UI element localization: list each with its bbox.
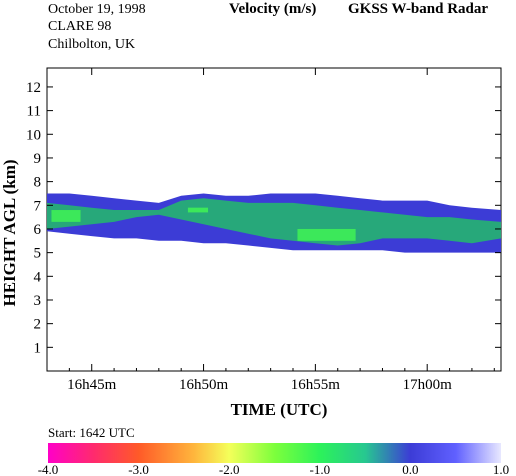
y-tick-label: 1	[34, 340, 42, 356]
campaign-label: CLARE 98	[48, 19, 111, 34]
y-tick-label: 7	[34, 198, 42, 214]
fast-fall-patch	[187, 207, 209, 213]
x-tick-label: 17h00m	[403, 377, 453, 393]
y-tick-label: 6	[34, 222, 42, 238]
cloud-layer	[47, 193, 501, 253]
date-label: October 19, 1998	[48, 2, 146, 17]
y-axis-label: HEIGHT AGL (km)	[0, 159, 19, 306]
x-tick-label: 16h55m	[291, 377, 341, 393]
y-tick-label: 5	[34, 246, 42, 262]
falling-core-region	[47, 198, 501, 246]
y-tick-label: 3	[34, 293, 42, 309]
colorbar-tick-label: -3.0	[128, 462, 149, 476]
colorbar-ticks: -4.0 -3.0 -2.0 -1.0 0.0 1.0	[38, 462, 509, 476]
quantity-title: Velocity (m/s)	[229, 1, 316, 17]
location-label: Chilbolton, UK	[48, 37, 135, 52]
colorbar-tick-label: 0.0	[402, 462, 418, 476]
y-tick-label: 8	[34, 175, 42, 191]
x-axis-label: TIME (UTC)	[231, 400, 328, 419]
x-axis: 16h45m 16h50m 16h55m 17h00m	[46, 68, 495, 393]
colorbar	[48, 443, 501, 463]
x-tick-label: 16h50m	[179, 377, 229, 393]
y-tick-label: 11	[27, 104, 41, 120]
y-tick-label: 4	[34, 269, 42, 285]
y-tick-label: 2	[34, 317, 42, 333]
colorbar-tick-label: -1.0	[310, 462, 331, 476]
instrument-title: GKSS W-band Radar	[348, 1, 488, 17]
colorbar-start-label: Start: 1642 UTC	[48, 425, 135, 440]
fast-fall-patch	[297, 228, 356, 241]
colorbar-tick-label: -4.0	[38, 462, 59, 476]
fast-fall-patch	[51, 210, 81, 222]
y-tick-label: 10	[26, 127, 41, 143]
colorbar-tick-label: 1.0	[493, 462, 509, 476]
y-tick-label: 9	[34, 151, 42, 167]
colorbar-tick-label: -2.0	[219, 462, 240, 476]
y-tick-label: 12	[26, 80, 41, 96]
x-tick-label: 16h45m	[67, 377, 117, 393]
